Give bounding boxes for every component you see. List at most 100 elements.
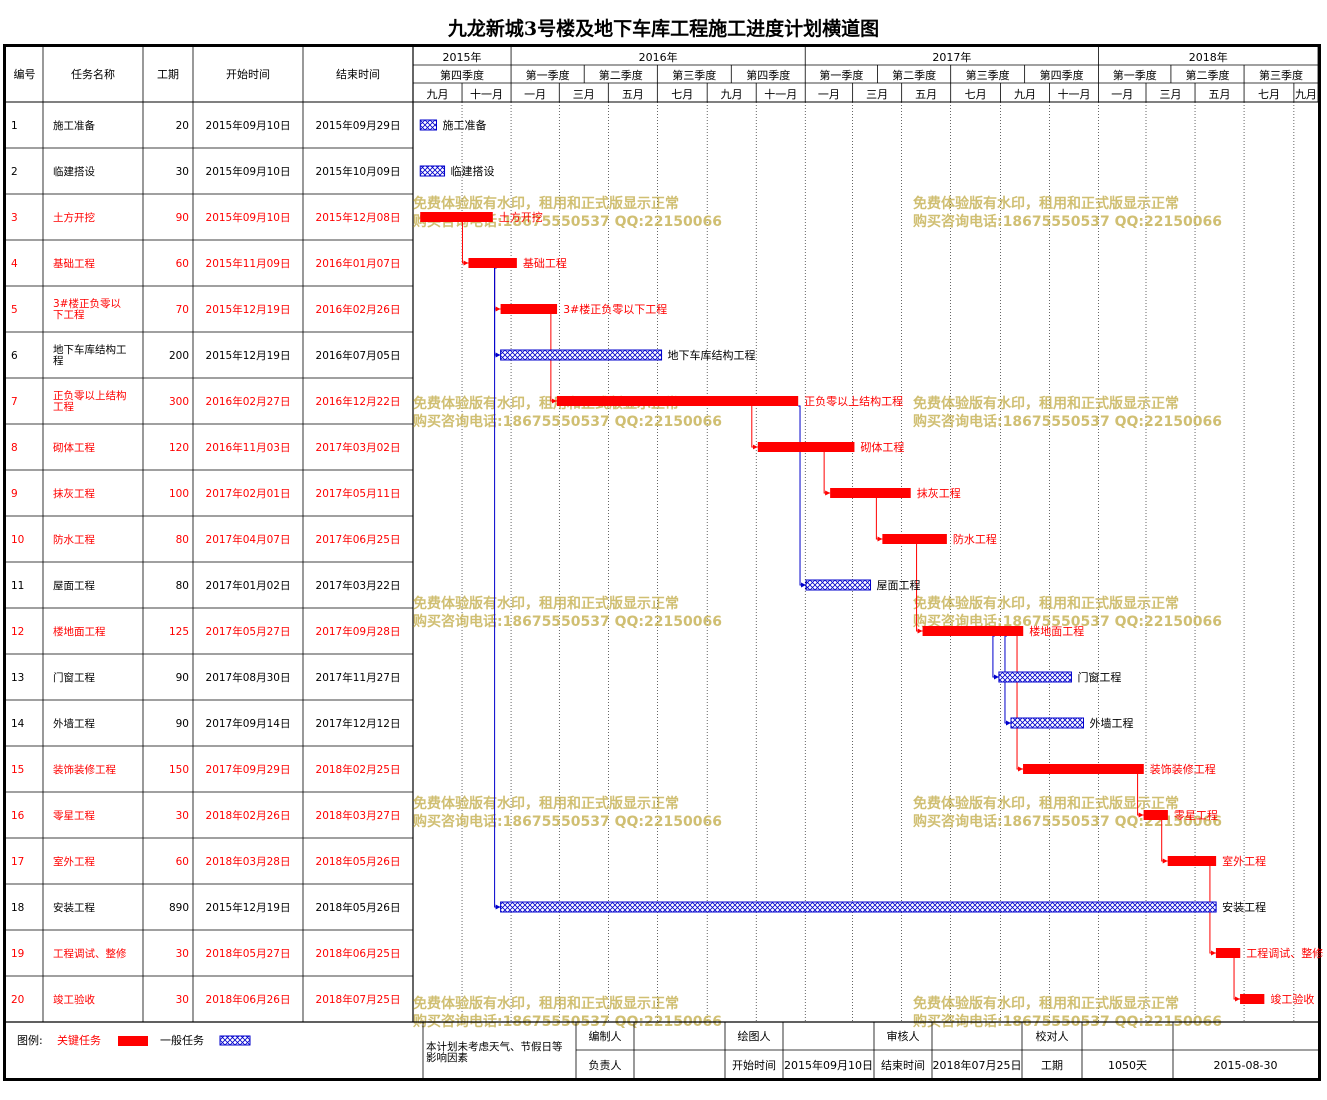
critical-task-bar <box>420 212 493 222</box>
task-name: 工程调试、整修 <box>53 947 127 960</box>
task-name: 屋面工程 <box>53 580 95 592</box>
watermark-line-1: 免费体验版有水印，租用和正式版显示正常 <box>913 995 1179 1012</box>
critical-task-bar <box>830 488 911 498</box>
bar-label: 正负零以上结构工程 <box>804 394 903 408</box>
dependency-link <box>1016 636 1024 772</box>
task-duration: 30 <box>176 948 189 960</box>
critical-task-bar <box>1143 810 1168 820</box>
month-label: 十一月 <box>764 87 797 101</box>
column-header: 开始时间 <box>226 67 270 81</box>
task-end: 2016年02月26日 <box>316 303 401 316</box>
task-name: 竣工验收 <box>53 993 95 1006</box>
task-id: 1 <box>11 120 18 132</box>
critical-task-bar <box>1215 948 1241 958</box>
task-start: 2018年05月27日 <box>206 947 291 960</box>
footer-duration-value: 1050天 <box>1108 1059 1147 1072</box>
watermark-line-2: 购买咨询电话:18675550537 QQ:22150066 <box>913 613 1222 630</box>
task-id: 20 <box>11 994 24 1006</box>
task-name: 正负零以上结构 <box>53 389 127 402</box>
watermark-line-2: 购买咨询电话:18675550537 QQ:22150066 <box>413 613 722 630</box>
task-start: 2015年12月19日 <box>206 349 291 362</box>
footer-label: 绘图人 <box>738 1029 771 1043</box>
task-end: 2017年11月27日 <box>316 671 401 684</box>
task-end: 2015年09月29日 <box>316 119 401 132</box>
quarter-label: 第三季度 <box>966 68 1010 82</box>
bar-label: 临建搭设 <box>451 164 495 178</box>
dependency-link <box>916 544 923 634</box>
task-name: 临建搭设 <box>53 165 95 178</box>
task-id: 5 <box>11 304 18 316</box>
normal-task-bar <box>998 671 1072 683</box>
month-label: 九月 <box>721 88 743 101</box>
watermark-line-2: 购买咨询电话:18675550537 QQ:22150066 <box>913 213 1222 230</box>
task-start: 2018年02月26日 <box>206 809 291 822</box>
task-duration: 300 <box>169 396 189 408</box>
task-start: 2015年11月09日 <box>206 257 291 270</box>
watermark-line-1: 免费体验版有水印，租用和正式版显示正常 <box>413 995 679 1012</box>
task-duration: 30 <box>176 166 189 178</box>
month-label: 九月 <box>1014 88 1036 101</box>
task-end: 2016年12月22日 <box>316 395 401 408</box>
quarter-label: 第二季度 <box>1185 68 1229 82</box>
normal-task-bar <box>1010 717 1085 729</box>
footer-note: 影响因素 <box>426 1051 468 1064</box>
critical-task-bar <box>882 534 947 544</box>
dependency-link <box>992 635 999 680</box>
legend-normal-swatch <box>219 1035 251 1046</box>
task-duration: 890 <box>169 902 189 914</box>
task-duration: 125 <box>169 626 189 638</box>
bar-label: 砌体工程 <box>860 440 904 454</box>
task-start: 2017年05月27日 <box>206 625 291 638</box>
quarter-label: 第二季度 <box>892 68 936 82</box>
critical-task-bar <box>1240 994 1265 1004</box>
bar-label: 安装工程 <box>1222 900 1266 914</box>
footer-end-value: 2018年07月25日 <box>933 1058 1022 1072</box>
task-id: 8 <box>11 442 18 454</box>
task-end: 2015年12月08日 <box>316 211 401 224</box>
task-duration: 200 <box>169 350 189 362</box>
watermark-line-1: 免费体验版有水印，租用和正式版显示正常 <box>913 395 1179 412</box>
bar-label: 抹灰工程 <box>917 486 961 500</box>
month-label: 五月 <box>1209 88 1231 101</box>
legend-prefix: 图例: <box>17 1033 43 1047</box>
task-end: 2016年01月07日 <box>316 257 401 270</box>
task-id: 4 <box>11 258 18 270</box>
task-end: 2017年03月02日 <box>316 441 401 454</box>
footer-label: 工期 <box>1041 1059 1063 1072</box>
quarter-label: 第四季度 <box>1040 68 1084 82</box>
quarter-label: 第一季度 <box>526 68 570 82</box>
task-name: 门窗工程 <box>53 671 95 684</box>
task-end: 2017年03月22日 <box>316 579 401 592</box>
quarter-label: 第一季度 <box>1113 68 1157 82</box>
month-label: 七月 <box>1258 88 1280 101</box>
task-id: 6 <box>11 350 18 362</box>
dependency-link <box>1233 958 1241 1002</box>
month-label: 一月 <box>524 88 546 101</box>
quarter-label: 第一季度 <box>819 68 863 82</box>
task-start: 2015年12月19日 <box>206 901 291 914</box>
task-name: 零星工程 <box>53 810 95 822</box>
task-start: 2016年02月27日 <box>206 395 291 408</box>
month-label: 九月 <box>427 88 449 101</box>
dependency-link <box>823 452 831 496</box>
task-name: 地下车库结构工 <box>53 343 127 356</box>
bar-label: 屋面工程 <box>877 579 921 592</box>
task-start: 2017年08月30日 <box>206 671 291 684</box>
footer-label: 校对人 <box>1036 1029 1069 1043</box>
footer-start-value: 2015年09月10日 <box>784 1058 873 1072</box>
task-duration: 80 <box>176 580 189 592</box>
bar-label: 施工准备 <box>443 118 487 132</box>
task-id: 19 <box>11 948 24 960</box>
watermark-line-1: 免费体验版有水印，租用和正式版显示正常 <box>413 795 679 812</box>
task-id: 3 <box>11 212 18 224</box>
task-duration: 30 <box>176 994 189 1006</box>
task-name: 工程 <box>53 401 74 413</box>
dependency-link <box>1209 866 1216 956</box>
task-duration: 20 <box>176 120 189 132</box>
bar-label: 工程调试、整修 <box>1246 946 1323 960</box>
critical-task-bar <box>468 258 517 268</box>
bar-label: 防水工程 <box>953 532 997 546</box>
task-start: 2018年06月26日 <box>206 993 291 1006</box>
year-label: 2017年 <box>932 50 971 64</box>
